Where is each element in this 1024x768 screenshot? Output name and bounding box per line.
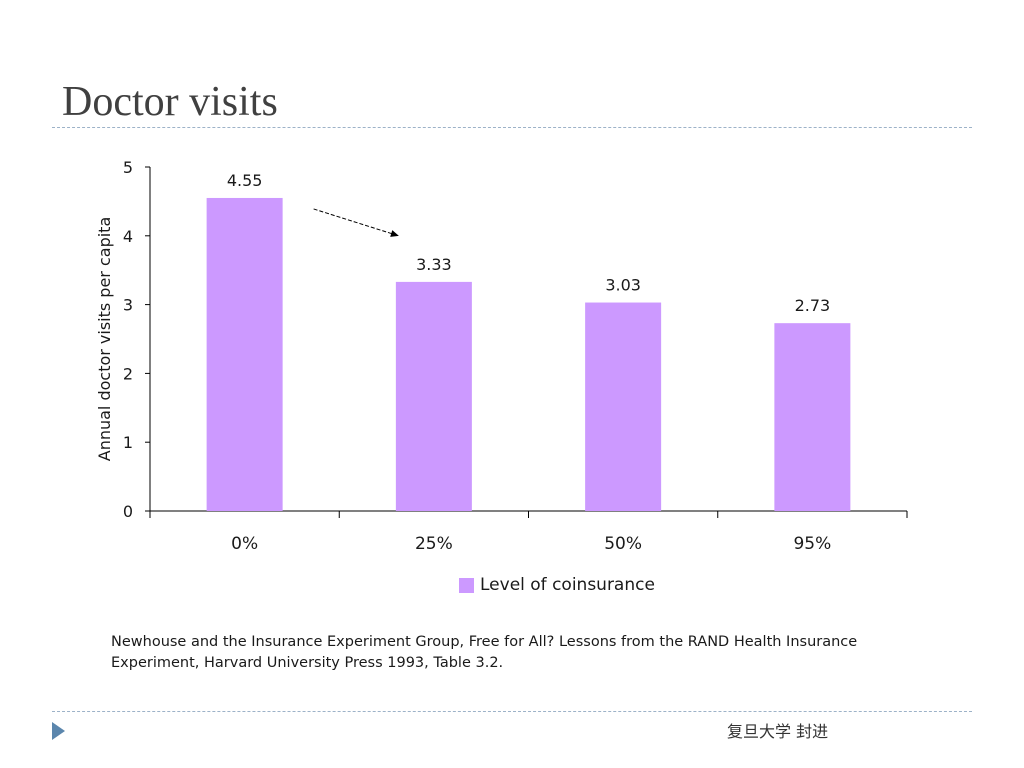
bar [774,323,851,511]
legend-label: Level of coinsurance [480,575,655,595]
data-label: 4.55 [227,171,263,190]
annotation-arrow-line [313,208,400,237]
y-tick-label: 4 [123,227,133,246]
bar [206,197,283,511]
y-tick-label: 5 [123,158,133,177]
bar [585,302,662,511]
annotation-arrowhead-icon [390,230,399,237]
chart-legend: Level of coinsurance [459,574,655,596]
x-tick-label: 50% [604,534,642,554]
y-tick-label: 1 [123,433,133,452]
data-label: 3.33 [416,255,452,274]
footer-author: 复旦大学 封进 [727,722,829,741]
y-tick-label: 0 [123,502,133,521]
legend-swatch [459,577,474,593]
x-tick-label: 95% [793,534,831,554]
source-citation: Newhouse and the Insurance Experiment Gr… [111,634,858,671]
slide-title: Doctor visits [62,79,278,125]
data-label: 2.73 [795,296,831,315]
data-label: 3.03 [605,276,641,295]
bar [395,281,472,511]
footer-divider [52,711,972,712]
bar-chart: 0 1 2 3 4 5 Annual doctor visits per capita 4.5… [95,158,908,554]
x-tick-label: 25% [415,534,453,554]
y-tick-label: 2 [123,364,133,383]
x-tick-label: 0% [231,534,258,554]
y-axis-title: Annual doctor visits per capita [95,217,114,462]
triangle-bullet-icon [52,722,65,740]
title-divider [52,127,972,128]
y-tick-label: 3 [123,296,133,315]
